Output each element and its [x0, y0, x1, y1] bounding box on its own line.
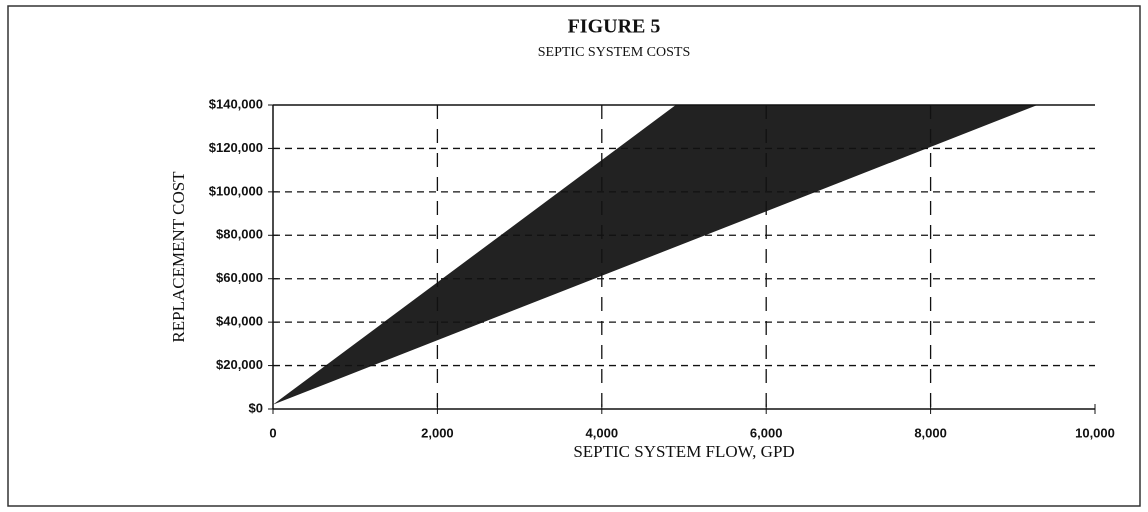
x-tick-label: 2,000	[421, 425, 454, 440]
y-axis-label: REPLACEMENT COST	[169, 171, 188, 343]
x-tick-label: 8,000	[914, 425, 947, 440]
y-tick-label: $0	[249, 400, 263, 415]
y-tick-label: $100,000	[209, 183, 263, 198]
y-tick-label: $80,000	[216, 227, 263, 242]
cost-band	[273, 105, 1038, 405]
chart-subtitle: SEPTIC SYSTEM COSTS	[538, 45, 690, 60]
chart-title: FIGURE 5	[568, 16, 661, 38]
x-tick-label: 4,000	[586, 425, 619, 440]
y-tick-label: $120,000	[209, 140, 263, 155]
y-tick-label: $40,000	[216, 314, 263, 329]
x-tick-label: 10,000	[1075, 425, 1115, 440]
x-tick-label: 6,000	[750, 425, 783, 440]
x-axis-label: SEPTIC SYSTEM FLOW, GPD	[573, 442, 794, 461]
x-tick-label: 0	[269, 425, 276, 440]
y-tick-label: $60,000	[216, 270, 263, 285]
y-tick-label: $20,000	[216, 357, 263, 372]
frame	[7, 5, 1141, 507]
y-tick-label: $140,000	[209, 96, 263, 111]
